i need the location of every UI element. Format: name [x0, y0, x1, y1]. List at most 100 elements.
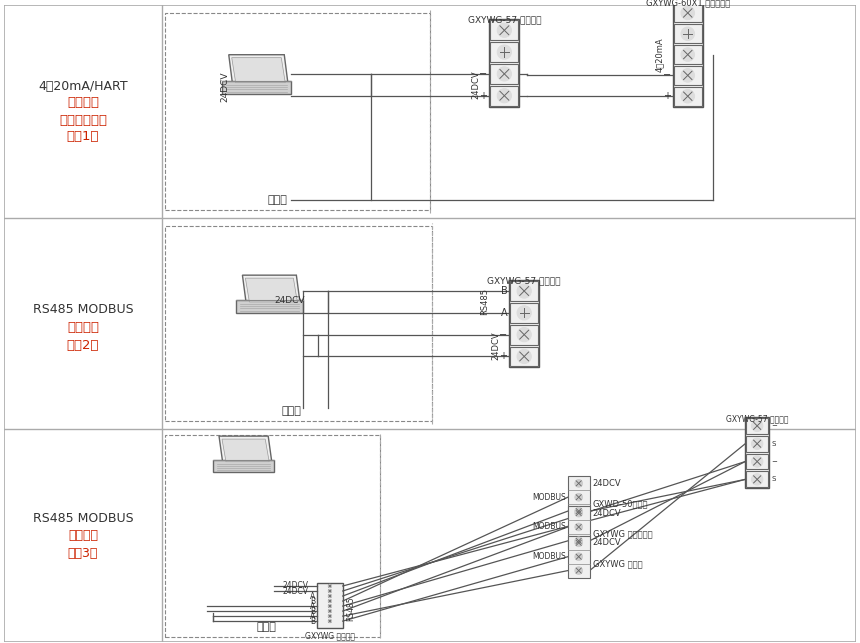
Bar — [568, 476, 590, 518]
Text: RS485 MODBUS: RS485 MODBUS — [33, 303, 133, 316]
Circle shape — [574, 493, 582, 501]
Text: 总线组网: 总线组网 — [68, 529, 98, 543]
Bar — [674, 66, 702, 85]
Text: GXYWG-57 远传装置: GXYWG-57 远传装置 — [488, 276, 561, 285]
Text: B: B — [310, 597, 315, 606]
Bar — [673, 3, 703, 107]
Text: GXYWG 总线模组: GXYWG 总线模组 — [304, 631, 355, 640]
Bar — [490, 42, 519, 62]
Polygon shape — [243, 275, 300, 305]
Circle shape — [517, 305, 531, 320]
Text: 接罐旁显示仪: 接罐旁显示仪 — [59, 114, 107, 127]
Polygon shape — [219, 436, 272, 465]
Bar — [674, 45, 702, 64]
Bar — [510, 281, 538, 301]
Bar — [746, 471, 768, 487]
Circle shape — [329, 594, 332, 598]
Circle shape — [329, 614, 332, 618]
Circle shape — [329, 584, 332, 588]
Circle shape — [497, 89, 512, 103]
Text: 24DCV: 24DCV — [593, 479, 621, 488]
Circle shape — [329, 599, 332, 602]
Circle shape — [329, 589, 332, 593]
Bar — [236, 300, 303, 312]
Circle shape — [329, 619, 332, 623]
Text: RS485: RS485 — [480, 289, 489, 316]
Text: 24DCV: 24DCV — [471, 71, 480, 99]
Polygon shape — [245, 278, 298, 302]
Text: −: − — [663, 70, 671, 80]
Text: A: A — [310, 611, 315, 620]
Text: 控制室: 控制室 — [281, 406, 301, 417]
Text: MODBUS: MODBUS — [532, 493, 566, 502]
Circle shape — [574, 523, 582, 531]
Circle shape — [574, 553, 582, 561]
Text: GXYWG-57 远传装置: GXYWG-57 远传装置 — [726, 414, 789, 423]
Circle shape — [574, 566, 582, 574]
Text: 远传装置: 远传装置 — [67, 96, 99, 109]
Text: 24DCV: 24DCV — [220, 71, 230, 102]
Circle shape — [497, 67, 512, 81]
Text: +: + — [480, 91, 488, 101]
Circle shape — [329, 604, 332, 608]
Polygon shape — [222, 439, 269, 462]
Bar — [490, 64, 519, 84]
Text: B: B — [501, 286, 507, 296]
Circle shape — [681, 89, 695, 103]
Bar — [674, 24, 702, 43]
Bar — [746, 417, 769, 488]
Text: S: S — [771, 440, 776, 447]
Bar — [317, 583, 343, 628]
Bar — [510, 347, 538, 367]
Circle shape — [497, 45, 512, 59]
Text: 24DCV: 24DCV — [282, 586, 308, 595]
Bar — [165, 13, 430, 210]
Bar — [674, 87, 702, 105]
Text: MODBUS: MODBUS — [532, 523, 566, 532]
Bar — [509, 280, 539, 367]
Circle shape — [574, 507, 582, 515]
Text: −: − — [479, 69, 488, 79]
Bar — [746, 436, 768, 451]
Bar — [489, 19, 519, 107]
Bar — [490, 21, 519, 41]
Circle shape — [681, 27, 695, 41]
Text: −: − — [771, 458, 777, 464]
Circle shape — [517, 284, 531, 298]
Circle shape — [752, 474, 763, 485]
Text: 远传装置: 远传装置 — [67, 322, 99, 334]
Bar — [746, 453, 768, 469]
Circle shape — [752, 438, 763, 449]
Bar — [510, 325, 538, 345]
Circle shape — [517, 327, 531, 342]
Bar — [165, 435, 380, 637]
Bar — [490, 86, 519, 105]
Circle shape — [752, 456, 763, 467]
Bar — [568, 536, 590, 577]
Text: B: B — [310, 606, 315, 615]
Polygon shape — [229, 55, 288, 86]
Bar — [674, 3, 702, 23]
Text: 24DCV: 24DCV — [274, 296, 304, 305]
Polygon shape — [231, 58, 286, 83]
Text: S: S — [771, 476, 776, 482]
Circle shape — [681, 48, 695, 61]
Circle shape — [574, 539, 582, 547]
Text: +: + — [663, 91, 671, 101]
Text: （图1）: （图1） — [67, 130, 99, 143]
Bar — [165, 226, 432, 421]
Text: −: − — [771, 423, 777, 429]
Circle shape — [329, 610, 332, 613]
Bar — [213, 460, 274, 472]
Bar — [746, 418, 768, 434]
Circle shape — [681, 6, 695, 20]
Text: 4～20mA/HART: 4～20mA/HART — [38, 80, 128, 93]
Circle shape — [497, 23, 512, 37]
Text: RS485: RS485 — [347, 596, 355, 621]
Text: 24DCV: 24DCV — [593, 538, 621, 547]
Text: 24DCV: 24DCV — [282, 581, 308, 590]
Circle shape — [574, 480, 582, 487]
Circle shape — [752, 420, 763, 431]
Text: B: B — [310, 617, 315, 626]
Text: GXWD-50热电偶: GXWD-50热电偶 — [593, 500, 648, 509]
